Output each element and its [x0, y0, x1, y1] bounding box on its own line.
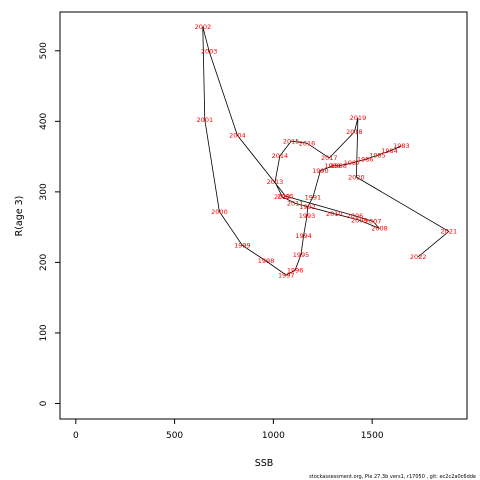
year-label-2011: 2011 — [287, 199, 304, 207]
year-label-1986: 1986 — [357, 156, 374, 164]
year-label-2015: 2015 — [283, 137, 300, 145]
x-tick-label: 1500 — [361, 431, 384, 441]
y-axis: 0 100 200 300 400 500 — [39, 42, 61, 406]
year-label-2005: 2005 — [277, 192, 294, 200]
year-label-1999: 1999 — [234, 242, 251, 250]
year-label-2000: 2000 — [211, 208, 228, 216]
x-tick-label: 1000 — [262, 431, 285, 441]
x-tick-label: 500 — [166, 431, 183, 441]
y-tick-label: 400 — [39, 112, 49, 129]
year-label-1993: 1993 — [299, 212, 316, 220]
year-label-2008: 2008 — [371, 225, 388, 233]
year-label-2021: 2021 — [441, 228, 458, 236]
year-label-2022: 2022 — [410, 253, 427, 261]
x-axis: 0 500 1000 1500 — [73, 418, 384, 441]
y-tick-label: 300 — [39, 183, 49, 200]
year-label-1997: 1997 — [278, 271, 295, 279]
year-label-1992: 1992 — [299, 203, 316, 211]
year-label-1987: 1987 — [344, 159, 361, 167]
y-tick-label: 0 — [39, 400, 49, 406]
year-label-2001: 2001 — [197, 116, 214, 124]
year-label-1985: 1985 — [369, 151, 386, 159]
year-label-2006: 2006 — [347, 212, 364, 220]
year-label-1988: 1988 — [330, 162, 347, 170]
year-label-1991: 1991 — [305, 194, 322, 202]
year-label-2003: 2003 — [201, 48, 218, 56]
x-tick-label: 0 — [73, 431, 79, 441]
year-label-2013: 2013 — [267, 178, 284, 186]
series-line — [202, 26, 450, 276]
year-label-2018: 2018 — [346, 128, 363, 136]
year-label-2020: 2020 — [348, 173, 365, 181]
year-label-1996: 1996 — [287, 266, 304, 274]
footer-credit: stockassessment.org, Ple 27.3b vers1, r1… — [309, 474, 476, 480]
year-label-2004: 2004 — [229, 132, 246, 140]
plot-frame — [59, 11, 468, 420]
year-label-2019: 2019 — [350, 114, 367, 122]
year-label-1994: 1994 — [295, 232, 312, 240]
year-label-1995: 1995 — [293, 251, 310, 259]
year-label-1989: 1989 — [324, 162, 341, 170]
y-tick-label: 500 — [39, 42, 49, 59]
year-label-2002: 2002 — [195, 23, 212, 31]
year-label-2010: 2010 — [326, 210, 343, 218]
year-label-2014: 2014 — [272, 152, 289, 160]
year-label-1998: 1998 — [258, 257, 275, 265]
year-label-2012: 2012 — [274, 193, 291, 201]
year-label-2009: 2009 — [351, 216, 368, 224]
y-tick-label: 200 — [39, 254, 49, 271]
year-label-1983: 1983 — [393, 142, 410, 150]
year-label-2007: 2007 — [365, 218, 382, 226]
year-label-1990: 1990 — [312, 167, 329, 175]
year-label-2017: 2017 — [321, 154, 338, 162]
y-axis-title: R(age 3) — [14, 196, 25, 237]
year-label-2016: 2016 — [299, 139, 316, 147]
y-tick-label: 100 — [39, 324, 49, 341]
recruitment-ssb-path — [202, 26, 450, 276]
year-label-1984: 1984 — [381, 147, 398, 155]
x-axis-title: SSB — [255, 458, 274, 469]
